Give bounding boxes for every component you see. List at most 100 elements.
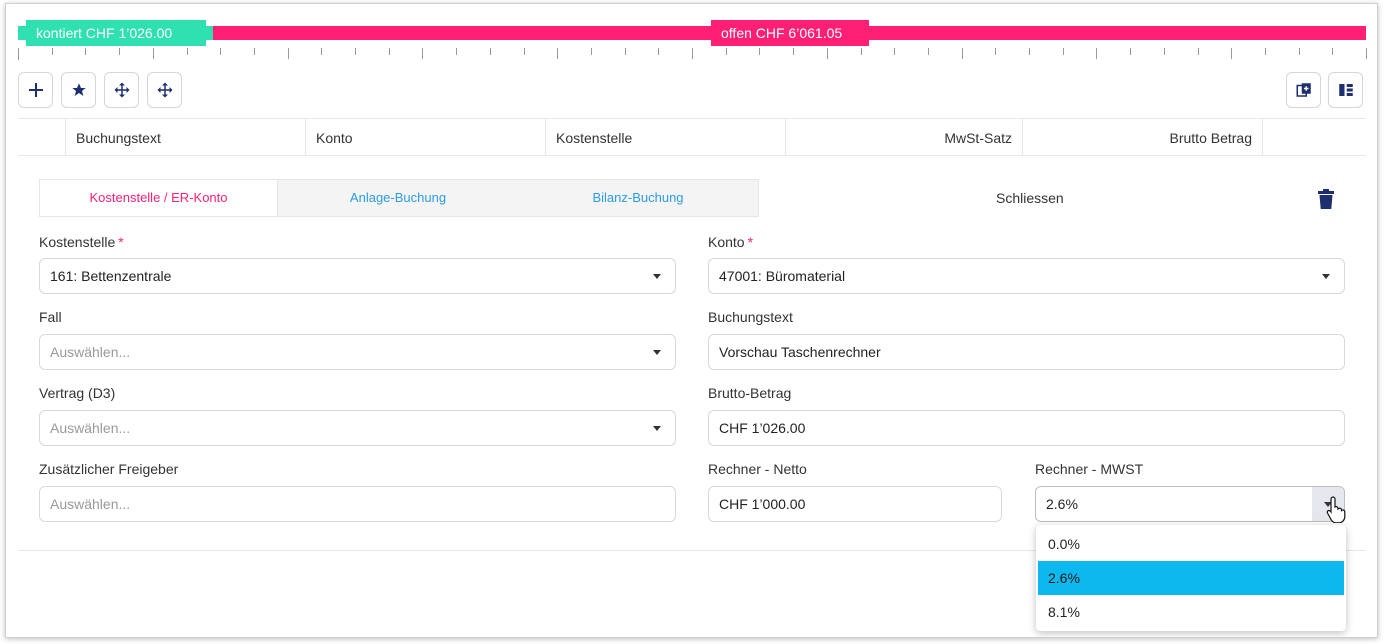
scale-tick: [1299, 48, 1300, 55]
scale-tick: [658, 48, 659, 55]
tab-anlage-buchung[interactable]: Anlage-Buchung: [349, 190, 447, 205]
delete-button[interactable]: [1318, 189, 1334, 212]
konto-label: Konto *: [708, 234, 754, 250]
copy-icon: [1296, 83, 1311, 97]
chevron-down-icon: [1324, 502, 1332, 507]
move-icon: [114, 82, 129, 98]
scale-tick: [995, 48, 996, 55]
hand-cursor-icon: [1326, 495, 1348, 526]
trash-icon: [1318, 189, 1334, 209]
fall-placeholder: Auswählen...: [50, 344, 131, 360]
chevron-down-icon: [653, 350, 661, 355]
fall-label: Fall: [39, 309, 62, 325]
required-mark: *: [118, 234, 124, 250]
konto-select[interactable]: 47001: Büromaterial: [708, 258, 1345, 294]
scale-tick: [52, 48, 53, 55]
mwst-option[interactable]: 8.1%: [1048, 604, 1080, 620]
scale-tick: [422, 48, 423, 59]
vertrag-placeholder: Auswählen...: [50, 420, 131, 436]
rechner-netto-input[interactable]: CHF 1’000.00: [708, 486, 1002, 522]
move-button[interactable]: [104, 72, 139, 108]
star-icon: [71, 83, 86, 96]
brutto-betrag-input[interactable]: CHF 1’026.00: [708, 410, 1345, 446]
scale-tick: [1096, 48, 1097, 59]
column-header-brutto-betrag[interactable]: Brutto Betrag: [1023, 119, 1263, 157]
scale-tick: [625, 48, 626, 55]
column-header-kostenstelle[interactable]: Kostenstelle: [546, 119, 786, 157]
kostenstelle-value: 161: Bettenzentrale: [50, 268, 172, 284]
required-mark: *: [747, 234, 754, 250]
table-header: Buchungstext Konto Kostenstelle MwSt-Sat…: [18, 118, 1366, 157]
scale-tick: [591, 48, 592, 55]
scale-tick: [1231, 48, 1232, 59]
column-header-buchungstext[interactable]: Buchungstext: [66, 119, 306, 157]
scale-tick: [187, 48, 188, 55]
scale-tick: [759, 48, 760, 55]
konto-value: 47001: Büromaterial: [719, 268, 846, 284]
buchungstext-input[interactable]: Vorschau Taschenrechner: [708, 334, 1345, 370]
scale-tick: [726, 48, 727, 55]
mwst-options-list: 0.0% 2.6% 8.1%: [1036, 525, 1346, 631]
mwst-option-selected[interactable]: 2.6%: [1038, 561, 1344, 595]
copy-button[interactable]: [1286, 72, 1321, 108]
vertrag-label: Vertrag (D3): [39, 385, 116, 401]
add-button[interactable]: [18, 72, 53, 108]
rechner-mwst-select[interactable]: 2.6%: [1035, 486, 1345, 522]
scale-tick: [85, 48, 86, 55]
scale-tick: [1198, 48, 1199, 55]
scale-tick: [1029, 48, 1030, 55]
progress-open-track: [18, 26, 1366, 40]
kostenstelle-label: Kostenstelle *: [39, 234, 124, 250]
scale-tick: [321, 48, 322, 55]
columns-button[interactable]: [1328, 72, 1363, 108]
freigeber-label: Zusätzlicher Freigeber: [39, 461, 179, 477]
chevron-down-icon: [653, 426, 661, 431]
columns-icon: [1338, 84, 1353, 96]
rechner-netto-label: Rechner - Netto: [708, 461, 807, 477]
plus-icon: [28, 83, 43, 97]
chevron-down-icon: [653, 274, 661, 279]
scale-tick: [153, 48, 154, 59]
scale-tick: [692, 48, 693, 59]
column-header-mwst-satz[interactable]: MwSt-Satz: [786, 119, 1023, 157]
fall-select[interactable]: Auswählen...: [39, 334, 676, 370]
rechner-mwst-label: Rechner - MWST: [1035, 461, 1144, 477]
scale-tick: [288, 48, 289, 59]
scale-tick: [456, 48, 457, 55]
scale-tick: [490, 48, 491, 55]
scale-tick: [557, 48, 558, 59]
app-window: kontiert CHF 1’026.00 offen CHF 6’061.05…: [5, 3, 1378, 638]
mwst-option[interactable]: 0.0%: [1048, 536, 1080, 552]
scale-tick: [827, 48, 828, 59]
scale-tick: [524, 48, 525, 55]
scale-tick: [793, 48, 794, 55]
column-header-konto[interactable]: Konto: [306, 119, 546, 157]
close-button[interactable]: Schliessen: [996, 190, 1064, 206]
scale-tick: [355, 48, 356, 55]
kostenstelle-select[interactable]: 161: Bettenzentrale: [39, 258, 676, 294]
column-header-select: [18, 119, 66, 157]
scale-tick: [119, 48, 120, 55]
move-icon: [157, 82, 172, 98]
chevron-down-icon: [1322, 274, 1330, 279]
scale-tick: [894, 48, 895, 55]
tab-bilanz-buchung[interactable]: Bilanz-Buchung: [592, 190, 684, 205]
move-split-button[interactable]: [147, 72, 182, 108]
scale-tick: [220, 48, 221, 55]
freigeber-placeholder: Auswählen...: [50, 496, 131, 512]
favorite-button[interactable]: [61, 72, 96, 108]
scale-tick: [389, 48, 390, 55]
scale-tick: [928, 48, 929, 55]
freigeber-select[interactable]: Auswählen...: [39, 486, 676, 522]
vertrag-select[interactable]: Auswählen...: [39, 410, 676, 446]
scale-tick: [254, 48, 255, 55]
tab-kostenstelle[interactable]: Kostenstelle / ER-Konto: [40, 180, 278, 216]
scale-tick: [861, 48, 862, 55]
scale-tick: [1265, 48, 1266, 55]
buchungstext-label: Buchungstext: [708, 309, 793, 325]
scale-tick: [962, 48, 963, 59]
booked-amount-badge: kontiert CHF 1’026.00: [26, 20, 206, 46]
scale-tick: [1164, 48, 1165, 55]
scale-tick: [1063, 48, 1064, 55]
progress-scale: [18, 48, 1367, 60]
